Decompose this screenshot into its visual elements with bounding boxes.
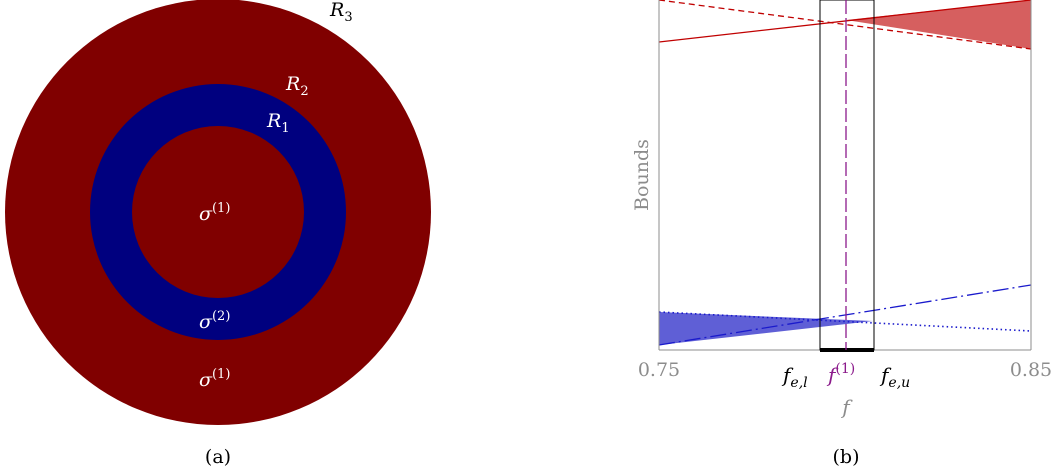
panel-b: 0.75 0.85 fe,l f(1) fe,u f Bounds (b): [631, 0, 1052, 468]
caption-b: (b): [833, 446, 860, 468]
lower-bound-dashdot-line: [658, 284, 1032, 346]
label-sigma-outer: σ(1): [199, 367, 230, 391]
label-r1: R1: [266, 110, 290, 136]
effective-interval-box: [819, 0, 875, 351]
tick-label-right: 0.85: [1010, 359, 1052, 381]
upper-bound-solid-line: [659, 0, 1031, 43]
label-r3: R3: [329, 0, 353, 25]
label-sigma-inner: σ(1): [199, 201, 230, 225]
upper-bound-region: [846, 0, 1031, 49]
label-r2: R2: [285, 73, 309, 99]
label-f-eu: fe,u: [879, 363, 910, 391]
y-axis-label: Bounds: [631, 139, 653, 211]
label-sigma-ring: σ(2): [199, 309, 230, 333]
x-axis-label: f: [840, 395, 853, 419]
label-f-el: fe,l: [781, 363, 808, 391]
label-f1: f(1): [826, 361, 855, 387]
panel-a: R3 R2 R1 σ(1) σ(2) σ(1) (a): [5, 0, 431, 468]
caption-a: (a): [205, 446, 231, 468]
inner-region: [132, 126, 304, 298]
tick-label-left: 0.75: [638, 359, 680, 381]
upper-bound-dashed-line: [659, 0, 1031, 50]
